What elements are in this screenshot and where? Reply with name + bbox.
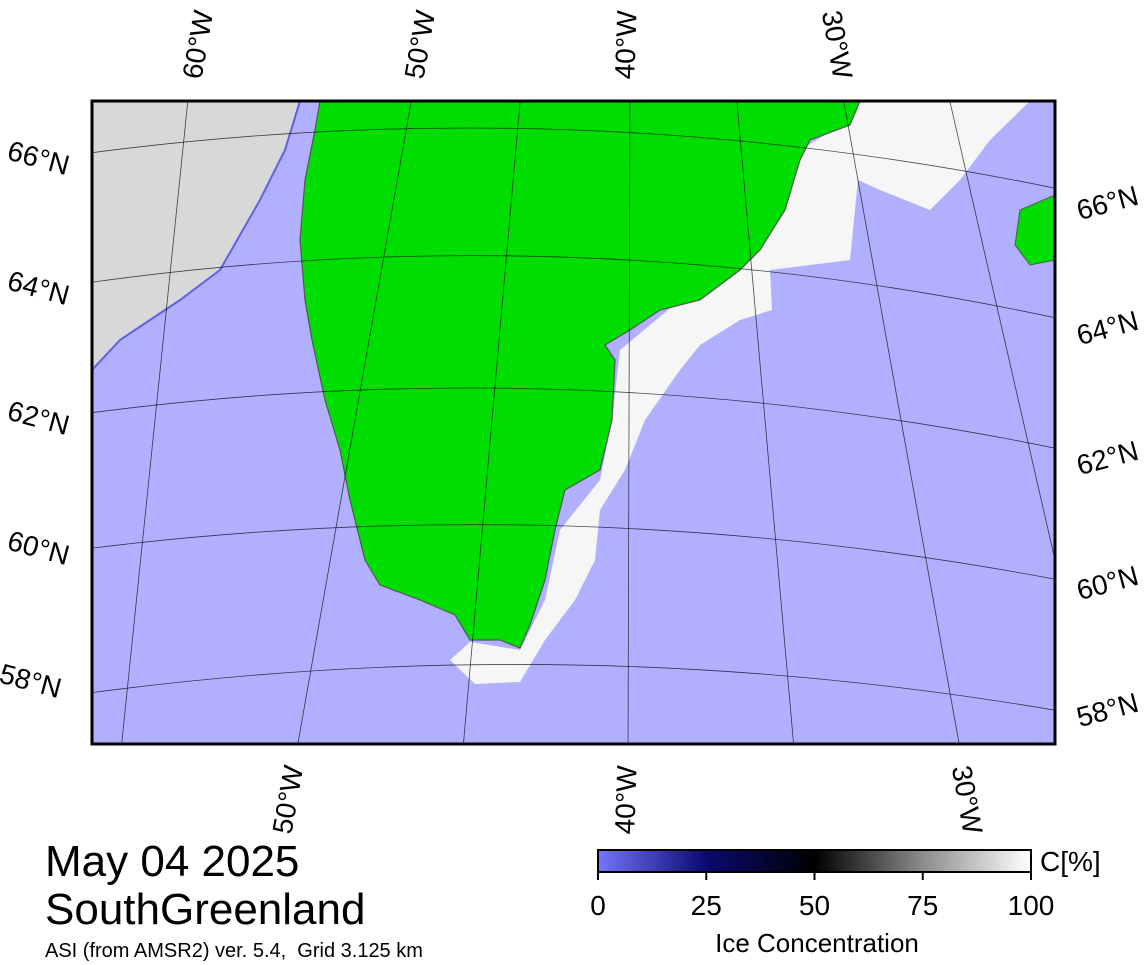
coordinate-label: 50°W [399,8,442,82]
date: May 04 2025 [45,837,299,886]
coordinate-label: 64°N [1073,305,1141,351]
coordinate-label: 64°N [4,265,72,311]
coordinate-label: 30°W [816,8,859,82]
greenland [299,101,861,649]
subtitle: ASI (from AMSR2) ver. 5.4, Grid 3.125 km [45,940,423,962]
coordinate-label: 62°N [1073,435,1141,481]
coordinate-label: 60°N [1073,560,1141,606]
colorbar [597,849,1032,873]
map-frame [90,99,1057,746]
coordinate-label: 58°N [0,658,65,704]
coordinate-label: 30°W [946,763,989,837]
graticule [92,101,1055,744]
coordinate-label: 66°N [1073,180,1141,226]
iceland-coast [1014,194,1055,266]
labrador-ice [92,101,302,372]
coordinate-label: 60°N [4,525,72,571]
east-ice [450,101,1030,684]
coordinate-label: 66°N [4,135,72,181]
colorbar-tick-label: 25 [691,890,722,921]
colorbar-unit: C[%] [1040,846,1101,877]
coordinate-label: 50°W [267,763,310,837]
colorbar-ticks: 0 25 50 75 100 [590,872,1054,921]
colorbar-tick-label: 75 [907,890,938,921]
region: SouthGreenland [45,885,365,934]
map-area [92,101,1055,744]
coordinate-label: 60°W [177,8,220,82]
coordinate-label: 40°W [609,9,642,79]
colorbar-tick-label: 50 [799,890,830,921]
colorbar-tick-label: 0 [590,890,606,921]
colorbar-label: Ice Concentration [715,928,919,958]
coordinate-label: 40°W [609,764,642,834]
coordinate-label: 62°N [4,395,72,441]
colorbar-tick-label: 100 [1008,890,1055,921]
coordinate-label: 58°N [1073,687,1141,733]
